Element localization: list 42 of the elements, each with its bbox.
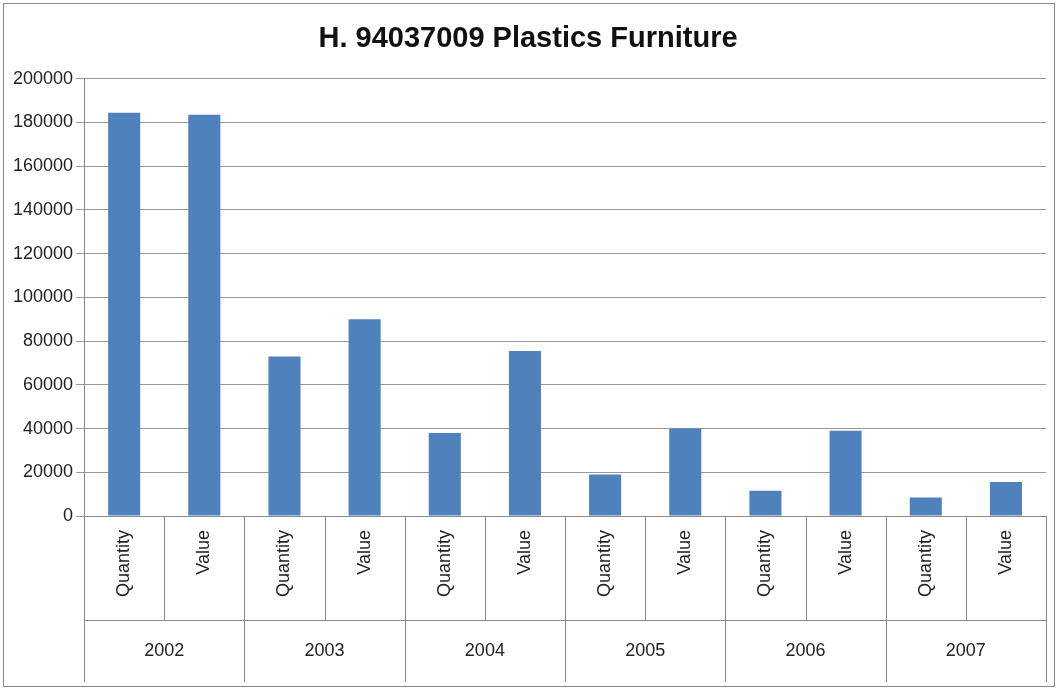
- bar: [589, 474, 622, 516]
- y-tick-label: 40000: [23, 417, 74, 438]
- x-tick-label: Value: [193, 530, 214, 575]
- text: 2007: [945, 639, 986, 660]
- x-tick-label: Quantity: [594, 530, 615, 598]
- chart-title: H. 94037009 Plastics Furniture: [318, 21, 738, 54]
- y-tick-label: 140000: [12, 198, 74, 219]
- x-tick-label: Value: [994, 530, 1015, 575]
- bar: [348, 319, 381, 516]
- x-tick-label: Value: [674, 530, 695, 575]
- bar: [669, 428, 702, 516]
- x-tick-label: Quantity: [754, 530, 775, 598]
- y-tick-label: 80000: [23, 330, 74, 351]
- y-tick-label: 200000: [12, 67, 74, 88]
- bar: [749, 490, 782, 516]
- y-tick-label: 0: [63, 504, 74, 525]
- bar: [428, 432, 461, 516]
- y-tick-label: 60000: [23, 373, 74, 394]
- text: 2006: [785, 639, 826, 660]
- text: 2002: [144, 639, 185, 660]
- bar: [989, 482, 1022, 516]
- text: 2005: [625, 639, 666, 660]
- x-tick-label: Value: [834, 530, 855, 575]
- bar: [188, 114, 221, 516]
- bar: [268, 356, 301, 516]
- x-tick-label: Value: [353, 530, 374, 575]
- bar: [508, 350, 541, 516]
- x-tick-label: Quantity: [914, 530, 935, 598]
- bar: [108, 112, 141, 516]
- bar: [829, 430, 862, 516]
- y-tick-label: 20000: [23, 461, 74, 482]
- bar: [909, 497, 942, 516]
- y-tick-label: 180000: [12, 111, 74, 132]
- x-tick-label: Value: [513, 530, 534, 575]
- x-tick-label: Quantity: [113, 530, 134, 598]
- y-tick-label: 120000: [12, 242, 74, 263]
- y-tick-label: 160000: [12, 155, 74, 176]
- text: 2003: [304, 639, 345, 660]
- y-tick-label: 100000: [12, 286, 74, 307]
- x-tick-label: Quantity: [433, 530, 454, 598]
- text: 2004: [464, 639, 505, 660]
- x-tick-label: Quantity: [273, 530, 294, 598]
